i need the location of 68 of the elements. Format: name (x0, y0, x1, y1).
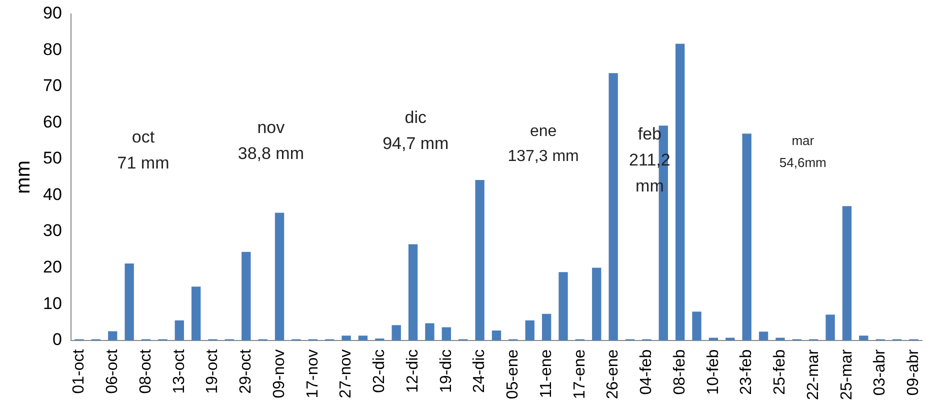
x-tick-label: 12-dic (404, 349, 422, 393)
bar (758, 332, 768, 340)
bar (274, 212, 284, 340)
y-tick-label: 0 (52, 330, 62, 350)
bar (392, 325, 401, 340)
x-tick-label: 04-feb (638, 349, 656, 395)
y-tick-label: 80 (42, 40, 62, 59)
x-tick-label: 17-ene (571, 349, 588, 400)
x-tick-label: 17-nov (304, 349, 322, 398)
bar (475, 180, 484, 340)
bar (425, 323, 434, 340)
y-tick-label: 40 (42, 184, 62, 204)
x-tick-label: 05-ene (504, 349, 522, 400)
x-tick-label: 09-nov (270, 349, 288, 398)
bar (826, 314, 835, 340)
bar (408, 244, 418, 340)
x-tick-label: 08-oct (137, 348, 154, 394)
y-axis-title: mm (12, 160, 35, 194)
x-tick-label: 26-ene (604, 349, 622, 400)
annotation: nov 38,8 mm (238, 118, 304, 163)
bar (191, 286, 201, 340)
bar (842, 206, 852, 340)
bar (174, 320, 184, 340)
bar (592, 268, 602, 340)
bar (525, 320, 534, 340)
bar (124, 263, 134, 340)
x-tick-label: 08-feb (671, 349, 688, 395)
bar (608, 73, 618, 340)
y-tick-label: 60 (42, 112, 62, 132)
x-tick-label: 19-oct (204, 348, 222, 394)
y-tick-label: 70 (42, 76, 62, 96)
annotation: ene 137,3 mm (508, 122, 579, 165)
annotation: oct 71 mm (117, 128, 170, 173)
x-tick-label: 23-feb (738, 349, 756, 395)
y-tick-label: 50 (42, 148, 62, 168)
x-tick-label: 11-ene (538, 349, 555, 398)
bar (742, 134, 752, 340)
bar (242, 252, 251, 340)
x-tick-label: 13-oct (170, 348, 188, 394)
bar (342, 336, 351, 340)
x-tick-label: 22-mar (804, 348, 822, 400)
bar (108, 331, 118, 340)
bar (542, 314, 552, 340)
bar (442, 327, 452, 340)
bar (675, 44, 685, 340)
y-tick-label: 90 (42, 4, 62, 23)
y-tick-label: 10 (42, 294, 62, 313)
x-tick-label: 29-oct (238, 348, 255, 394)
x-tick-label: 01-oct (70, 348, 88, 394)
x-tick-label: 03-abr (872, 348, 889, 396)
y-tick-label: 20 (42, 257, 62, 276)
bar (859, 336, 868, 340)
x-tick-label: 25-feb (772, 349, 789, 395)
x-tick-label: 19-dic (438, 349, 455, 393)
bar (558, 272, 568, 340)
x-tick-label: 10-feb (704, 349, 722, 395)
bar (358, 336, 368, 340)
x-tick-label: 24-dic (471, 349, 488, 393)
annotation: dic 94,7 mm (382, 108, 449, 154)
x-tick-label: 25-mar (838, 348, 856, 400)
x-tick-label: 06-oct (104, 348, 122, 394)
x-tick-label: 02-dic (371, 349, 388, 393)
annotation: mar 54,6mm (779, 132, 826, 170)
y-tick-label: 30 (42, 221, 62, 240)
bar (492, 330, 502, 340)
x-tick-label: 09-abr (905, 348, 922, 396)
x-tick-label: 27-nov (338, 349, 355, 398)
bar (692, 312, 702, 340)
